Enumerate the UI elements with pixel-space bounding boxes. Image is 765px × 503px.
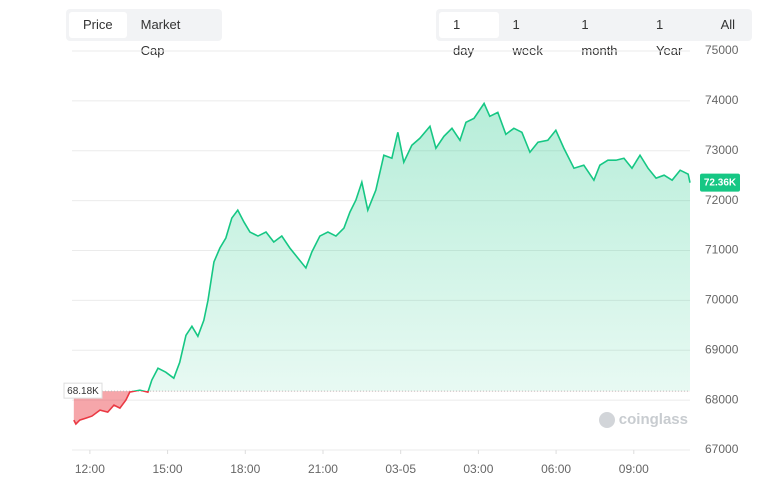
watermark-logo [599,412,615,428]
x-tick-label: 15:00 [153,462,183,476]
x-tick-label: 06:00 [541,462,571,476]
x-tick-label: 03:00 [463,462,493,476]
tab[interactable]: Price [69,12,127,38]
baseline-label: 68.18K [67,386,99,397]
y-tick-label: 69000 [705,342,739,356]
y-tick-label: 68000 [705,392,739,406]
y-tick-label: 75000 [705,43,739,57]
y-tick-label: 70000 [705,293,739,307]
baseline-label-box [63,382,103,399]
price-line [73,101,691,426]
last-price-box [700,173,740,192]
x-tick-label: 21:00 [308,462,338,476]
tab[interactable]: All [720,17,736,32]
watermark: coinglass [619,411,688,428]
price-area [73,103,690,425]
last-price-label: 72.36K [704,177,737,188]
y-tick-label: 72000 [705,193,739,207]
y-tick-label: 71000 [705,243,739,257]
x-tick-label: 12:00 [75,462,105,476]
x-tick-label: 09:00 [619,462,649,476]
y-tick-label: 67000 [705,442,739,456]
y-tick-label: 73000 [705,143,739,157]
range-tabs: 1 day 1 week 1 month 1 Year All [436,9,752,58]
metric-tabs: Price Market Cap [66,9,222,58]
y-tick-label: 74000 [705,93,739,107]
x-tick-label: 03-05 [385,462,416,476]
x-tick-label: 18:00 [230,462,260,476]
